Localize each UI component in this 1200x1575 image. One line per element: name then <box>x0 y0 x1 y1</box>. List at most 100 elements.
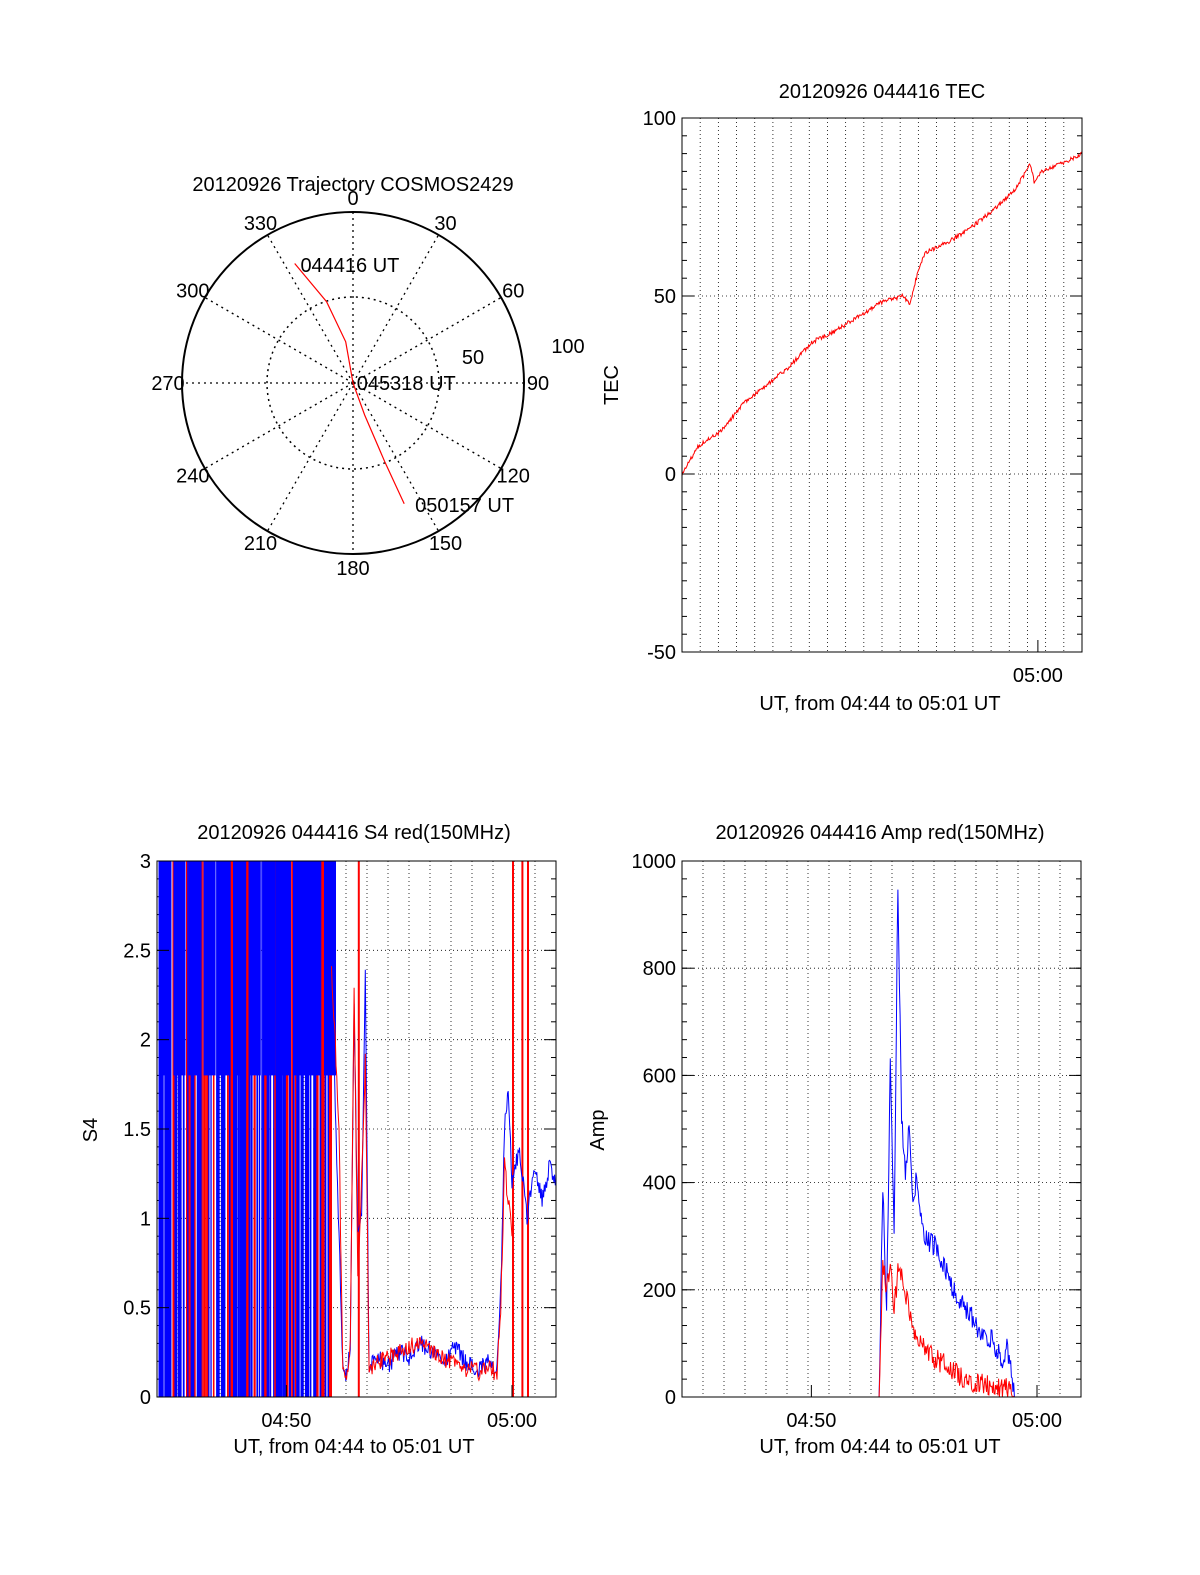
saturated-spike <box>228 861 233 1397</box>
polar-spokes <box>182 212 524 554</box>
data-series-line <box>681 151 1083 476</box>
tec-panel: 20120926 044416 TEC 100 50 0 -50 05:00 UT, … <box>601 81 1083 715</box>
saturated-spike <box>296 861 298 1397</box>
saturated-spike <box>324 861 327 1397</box>
saturated-spike <box>262 861 266 1397</box>
saturated-block <box>158 861 171 1076</box>
x-tick-label: 04:50 <box>786 1410 836 1432</box>
saturated-block <box>173 861 186 1076</box>
y-tick-label: 1 <box>140 1208 151 1230</box>
saturated-spike <box>244 861 247 1397</box>
amp-x-axis-label: UT, from 04:44 to 05:01 UT <box>759 1436 1000 1458</box>
saturated-spike <box>285 861 289 1397</box>
polar-angle-label: 150 <box>429 533 462 555</box>
saturated-spike <box>261 861 263 1397</box>
saturated-spike <box>288 861 292 1397</box>
saturated-spike <box>246 861 250 1397</box>
saturated-spike <box>200 861 203 1397</box>
saturated-spike <box>227 861 229 1397</box>
saturated-spike <box>292 861 295 1397</box>
amp-panel: 20120926 044416 Amp red(150MHz) 1000 800 6… <box>587 822 1082 1458</box>
saturated-spike <box>307 861 310 1397</box>
y-tick-label: 0 <box>665 1387 676 1409</box>
saturated-spike <box>266 861 270 1397</box>
data-series-line <box>331 966 513 1382</box>
tec-grid <box>682 118 1082 652</box>
tec-plot-frame <box>681 117 1083 653</box>
polar-annotations: 044416 UT 045318 UT 050157 UT <box>300 255 514 517</box>
saturated-spike <box>329 861 332 1397</box>
polar-angle-label: 30 <box>434 213 456 235</box>
amp-plot-frame <box>681 860 1082 1398</box>
x-tick-label: 05:00 <box>1013 665 1063 687</box>
saturated-spike <box>316 861 319 1397</box>
saturated-spike <box>256 861 259 1397</box>
saturated-spike <box>199 861 202 1397</box>
saturated-spike <box>169 861 172 1397</box>
y-tick-label: -50 <box>647 642 676 664</box>
saturated-block <box>263 861 276 1076</box>
saturated-spike <box>194 861 196 1397</box>
s4-panel: 20120926 044416 S4 red(150MHz) 3 2.5 2 1.5 1… <box>80 822 557 1458</box>
saturated-spike <box>190 861 193 1397</box>
polar-angle-label: 0 <box>347 188 358 210</box>
x-tick-label: 04:50 <box>261 1410 311 1432</box>
tec-title: 20120926 044416 TEC <box>779 81 985 103</box>
saturated-spike <box>210 861 212 1397</box>
saturated-spike <box>319 861 323 1397</box>
y-tick-label: 100 <box>643 108 676 130</box>
saturated-block <box>293 861 306 1076</box>
polar-spoke <box>266 382 354 532</box>
saturated-spike <box>527 861 529 1397</box>
saturated-spike <box>302 861 304 1397</box>
polar-angle-label: 270 <box>151 373 184 395</box>
polar-angle-label: 180 <box>336 558 369 580</box>
polar-angle-label: 300 <box>176 281 209 303</box>
saturated-spike <box>250 861 253 1397</box>
y-tick-label: 0 <box>665 464 676 486</box>
polar-spoke <box>266 234 354 384</box>
polar-angle-label: 330 <box>244 213 277 235</box>
saturated-spike <box>230 861 233 1397</box>
saturated-spike <box>283 861 287 1397</box>
saturated-spike <box>192 861 196 1397</box>
polar-title: 20120926 Trajectory COSMOS2429 <box>192 174 513 196</box>
polar-spoke <box>352 296 502 384</box>
polar-spoke <box>204 296 354 384</box>
polar-time-annotation: 044416 UT <box>300 255 399 277</box>
polar-radial-label-100: 100 <box>551 336 584 358</box>
saturated-spike <box>241 861 243 1397</box>
polar-angle-label: 120 <box>497 466 530 488</box>
saturated-spike <box>512 861 514 1397</box>
saturated-spike <box>259 861 261 1397</box>
saturated-spike <box>294 861 297 1397</box>
saturated-spike <box>216 861 219 1397</box>
tec-x-axis-label: UT, from 04:44 to 05:01 UT <box>759 693 1000 715</box>
s4-x-axis-label: UT, from 04:44 to 05:01 UT <box>233 1436 474 1458</box>
saturated-spike <box>182 861 185 1397</box>
saturated-block <box>308 861 321 1076</box>
tec-series <box>681 151 1083 476</box>
saturated-spike <box>314 861 318 1397</box>
saturated-spike <box>248 861 251 1397</box>
saturated-spike <box>222 861 225 1397</box>
saturated-spike <box>220 861 223 1397</box>
s4-title: 20120926 044416 S4 red(150MHz) <box>197 822 511 844</box>
s4-y-axis-label: S4 <box>80 1118 102 1142</box>
y-tick-label: 2 <box>140 1030 151 1052</box>
y-tick-label: 50 <box>654 286 676 308</box>
y-tick-label: 2.5 <box>123 940 151 962</box>
y-tick-label: 0.5 <box>123 1298 151 1320</box>
s4-y-ticks: 3 2.5 2 1.5 1 0.5 0 <box>123 851 556 1409</box>
saturated-spike <box>174 861 178 1397</box>
polar-spoke <box>204 382 354 470</box>
saturated-block <box>203 861 216 1076</box>
polar-spoke <box>352 234 440 384</box>
amp-title: 20120926 044416 Amp red(150MHz) <box>715 822 1044 844</box>
polar-angle-label: 210 <box>244 533 277 555</box>
tec-x-ticks: 05:00 <box>1013 640 1063 687</box>
saturated-spike <box>313 861 316 1397</box>
saturated-spike <box>327 861 331 1397</box>
amp-y-axis-label: Amp <box>587 1109 609 1150</box>
amp-y-ticks: 1000 800 600 400 200 0 <box>632 851 1081 1409</box>
